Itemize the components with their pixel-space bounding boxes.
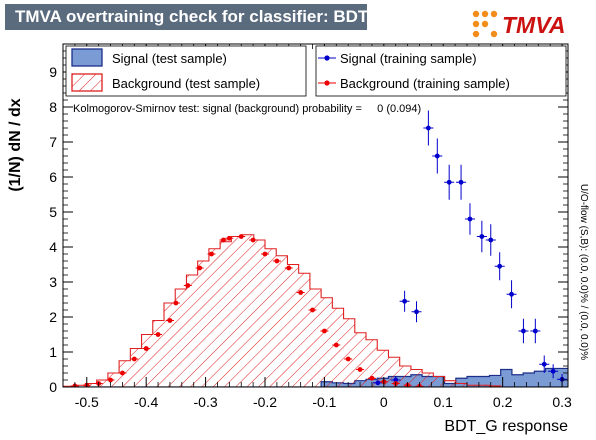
- legend-label-signal-test: Signal (test sample): [112, 51, 227, 66]
- chart-title-box: TMVA overtraining check for classifier: …: [5, 4, 391, 30]
- y-tick-label: 5: [49, 204, 57, 220]
- ks-test-text: Kolmogorov-Smirnov test: signal (backgro…: [73, 103, 421, 115]
- background-training-point: [296, 290, 305, 295]
- x-tick-label: -0.5: [75, 394, 99, 410]
- background-training-point: [219, 237, 228, 243]
- signal-training-point: [539, 355, 550, 373]
- signal-training-point: [399, 290, 410, 312]
- x-tick-label: 0.2: [493, 394, 513, 410]
- signal-training-point: [485, 224, 496, 256]
- signal-training-point: [464, 203, 475, 235]
- signal-training-point: [411, 301, 422, 323]
- chart-title: TMVA overtraining check for classifier: …: [15, 7, 391, 26]
- background-training-point: [106, 377, 115, 383]
- signal-training-point: [476, 220, 487, 253]
- signal-training-point: [372, 380, 383, 386]
- histogram-layer: [63, 234, 568, 387]
- signal-training-point: [423, 110, 434, 146]
- y-tick-label: 3: [49, 274, 57, 290]
- y-tick-label: 7: [49, 134, 57, 150]
- signal-training-point: [494, 252, 505, 281]
- y-tick-label: 1: [49, 344, 57, 360]
- legend-label-background-training: Background (training sample): [340, 76, 510, 91]
- x-tick-label: -0.1: [312, 394, 336, 410]
- background-training-point: [142, 346, 151, 351]
- background-training-point: [367, 375, 376, 381]
- background-training-point: [249, 237, 258, 243]
- tmva-logo: TMVA: [472, 10, 565, 38]
- background-training-point: [154, 332, 163, 337]
- x-axis-label: BDT_G response: [444, 418, 568, 435]
- signal-training-point: [506, 280, 517, 309]
- legend-label-signal-training: Signal (training sample): [340, 51, 477, 66]
- background-training-point: [344, 356, 353, 362]
- background-training-point: [356, 367, 365, 372]
- background-training-point: [332, 342, 341, 348]
- background-test-histogram: [63, 234, 568, 387]
- background-training-point: [237, 234, 246, 239]
- background-training-point: [130, 356, 139, 362]
- background-training-point: [284, 265, 293, 271]
- signal-training-point: [390, 376, 401, 384]
- legend-swatch-signal-test: [71, 48, 103, 67]
- signal-training-point: [432, 138, 443, 174]
- logo-text: TMVA: [502, 12, 565, 38]
- y-tick-label: 2: [49, 309, 57, 325]
- y-tick-label: 6: [49, 169, 57, 185]
- background-training-point: [225, 235, 234, 241]
- background-training-point: [195, 265, 204, 271]
- x-tick-label: -0.2: [253, 394, 277, 410]
- background-training-point: [165, 318, 174, 323]
- x-tick-label: -0.3: [194, 394, 218, 410]
- x-tick-label: 0: [380, 394, 388, 410]
- legend-marker-signal-training: [318, 55, 336, 61]
- background-training-point: [320, 328, 329, 334]
- x-tick-label: 0.1: [434, 394, 454, 410]
- background-training-point: [272, 258, 281, 264]
- background-training-point: [207, 251, 216, 257]
- x-tick-label: -0.4: [134, 394, 158, 410]
- background-training-point: [171, 300, 180, 306]
- x-tick-label: 0.3: [552, 394, 572, 410]
- background-training-point: [118, 370, 127, 376]
- axes-ticks: 0 1 2 3 4 5 6 7 8 9 -0.5 -0.4 -0.3 -0.2 -0.1 0 0.1 0.2 0.3: [49, 43, 572, 410]
- background-training-point: [308, 307, 317, 313]
- y-axis-label: (1/N) dN / dx: [7, 98, 24, 191]
- signal-training-point: [548, 364, 559, 379]
- legend-label-background-test: Background (test sample): [112, 76, 260, 91]
- points-layer: [70, 110, 568, 387]
- overflow-text: U/O-flow (S,B): (0.0, 0.0)% / (0.0, 0.0)…: [578, 184, 589, 360]
- plot-frame: [62, 43, 569, 388]
- background-training-point: [183, 283, 192, 288]
- legend-left: Signal (test sample) Background (test sa…: [65, 45, 307, 97]
- y-tick-label: 8: [49, 99, 57, 115]
- y-tick-label: 4: [49, 239, 57, 255]
- legend-swatch-background-test: [71, 73, 103, 92]
- y-tick-label: 9: [49, 64, 57, 80]
- signal-training-point: [456, 164, 467, 200]
- y-tick-label: 0: [49, 379, 57, 395]
- signal-training-point: [530, 318, 541, 344]
- logo-dots-icon: [472, 10, 498, 38]
- legend-marker-background-training: [318, 80, 336, 86]
- signal-training-point: [444, 164, 455, 200]
- signal-training-point: [518, 318, 529, 344]
- background-training-point: [261, 251, 269, 257]
- legend-right: Signal (training sample) Background (tra…: [315, 45, 567, 97]
